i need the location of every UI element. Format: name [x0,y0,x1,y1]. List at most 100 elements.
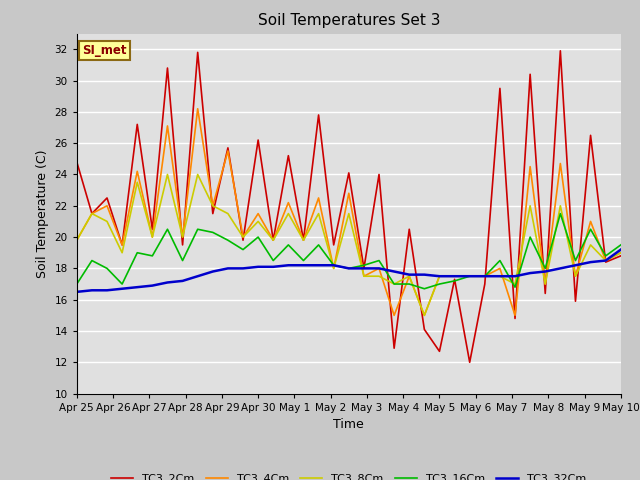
TC3_32Cm [557,265,564,271]
TC3_4Cm [587,218,595,224]
TC3_32Cm [73,289,81,295]
TC3_2Cm [224,145,232,151]
TC3_32Cm [300,263,307,268]
TC3_16Cm [103,265,111,271]
TC3_32Cm [148,283,156,288]
TC3_4Cm [103,203,111,209]
TC3_2Cm [118,242,126,248]
Y-axis label: Soil Temperature (C): Soil Temperature (C) [36,149,49,278]
TC3_8Cm [526,203,534,209]
TC3_2Cm [587,132,595,138]
TC3_4Cm [345,191,353,196]
TC3_16Cm [526,234,534,240]
TC3_32Cm [269,264,277,270]
TC3_4Cm [420,312,428,318]
TC3_16Cm [587,227,595,232]
TC3_16Cm [420,286,428,292]
TC3_32Cm [194,273,202,279]
TC3_8Cm [209,203,216,209]
TC3_2Cm [511,315,519,321]
Line: TC3_8Cm: TC3_8Cm [77,174,621,315]
TC3_8Cm [496,273,504,279]
TC3_4Cm [451,273,458,279]
TC3_2Cm [405,227,413,232]
TC3_8Cm [617,250,625,256]
TC3_2Cm [602,259,609,265]
Legend: TC3_2Cm, TC3_4Cm, TC3_8Cm, TC3_16Cm, TC3_32Cm: TC3_2Cm, TC3_4Cm, TC3_8Cm, TC3_16Cm, TC3… [107,469,591,480]
TC3_16Cm [300,258,307,264]
TC3_4Cm [617,250,625,256]
TC3_4Cm [572,273,579,279]
TC3_32Cm [330,263,337,268]
TC3_32Cm [345,265,353,271]
TC3_32Cm [526,270,534,276]
TC3_16Cm [481,273,489,279]
TC3_8Cm [602,258,609,264]
TC3_16Cm [254,234,262,240]
TC3_32Cm [360,265,368,271]
TC3_4Cm [254,211,262,216]
X-axis label: Time: Time [333,418,364,431]
TC3_32Cm [103,288,111,293]
TC3_32Cm [375,265,383,271]
TC3_2Cm [375,171,383,177]
TC3_4Cm [179,234,186,240]
TC3_4Cm [330,265,337,271]
TC3_2Cm [496,85,504,91]
Line: TC3_2Cm: TC3_2Cm [77,51,621,362]
TC3_2Cm [300,237,307,243]
TC3_32Cm [466,273,474,279]
TC3_32Cm [436,273,444,279]
TC3_16Cm [451,278,458,284]
TC3_16Cm [602,253,609,259]
TC3_2Cm [526,72,534,77]
TC3_8Cm [466,273,474,279]
TC3_16Cm [405,281,413,287]
TC3_16Cm [330,263,337,268]
TC3_8Cm [587,242,595,248]
TC3_2Cm [194,49,202,55]
TC3_2Cm [164,65,172,71]
TC3_16Cm [557,211,564,216]
TC3_16Cm [345,265,353,271]
TC3_4Cm [118,242,126,248]
TC3_8Cm [572,273,579,279]
TC3_32Cm [617,247,625,252]
TC3_4Cm [375,265,383,271]
TC3_16Cm [269,258,277,264]
TC3_2Cm [269,237,277,243]
TC3_32Cm [481,273,489,279]
TC3_8Cm [164,171,172,177]
TC3_8Cm [254,218,262,224]
TC3_2Cm [209,211,216,216]
TC3_4Cm [285,200,292,205]
TC3_2Cm [73,159,81,165]
TC3_2Cm [103,195,111,201]
TC3_2Cm [436,348,444,354]
TC3_16Cm [118,281,126,287]
TC3_2Cm [148,227,156,232]
TC3_8Cm [300,237,307,243]
TC3_32Cm [133,284,141,290]
TC3_32Cm [451,273,458,279]
TC3_16Cm [572,258,579,264]
TC3_16Cm [285,242,292,248]
TC3_4Cm [209,203,216,209]
TC3_4Cm [194,106,202,112]
TC3_32Cm [164,279,172,285]
TC3_8Cm [269,237,277,243]
TC3_32Cm [209,269,216,275]
TC3_2Cm [179,242,186,248]
TC3_4Cm [541,281,549,287]
TC3_8Cm [541,281,549,287]
TC3_32Cm [118,286,126,292]
TC3_2Cm [557,48,564,54]
TC3_4Cm [526,164,534,169]
TC3_16Cm [209,229,216,235]
TC3_2Cm [239,237,247,243]
TC3_8Cm [103,218,111,224]
TC3_8Cm [118,250,126,256]
TC3_16Cm [88,258,96,264]
TC3_8Cm [73,237,81,243]
TC3_8Cm [224,211,232,216]
